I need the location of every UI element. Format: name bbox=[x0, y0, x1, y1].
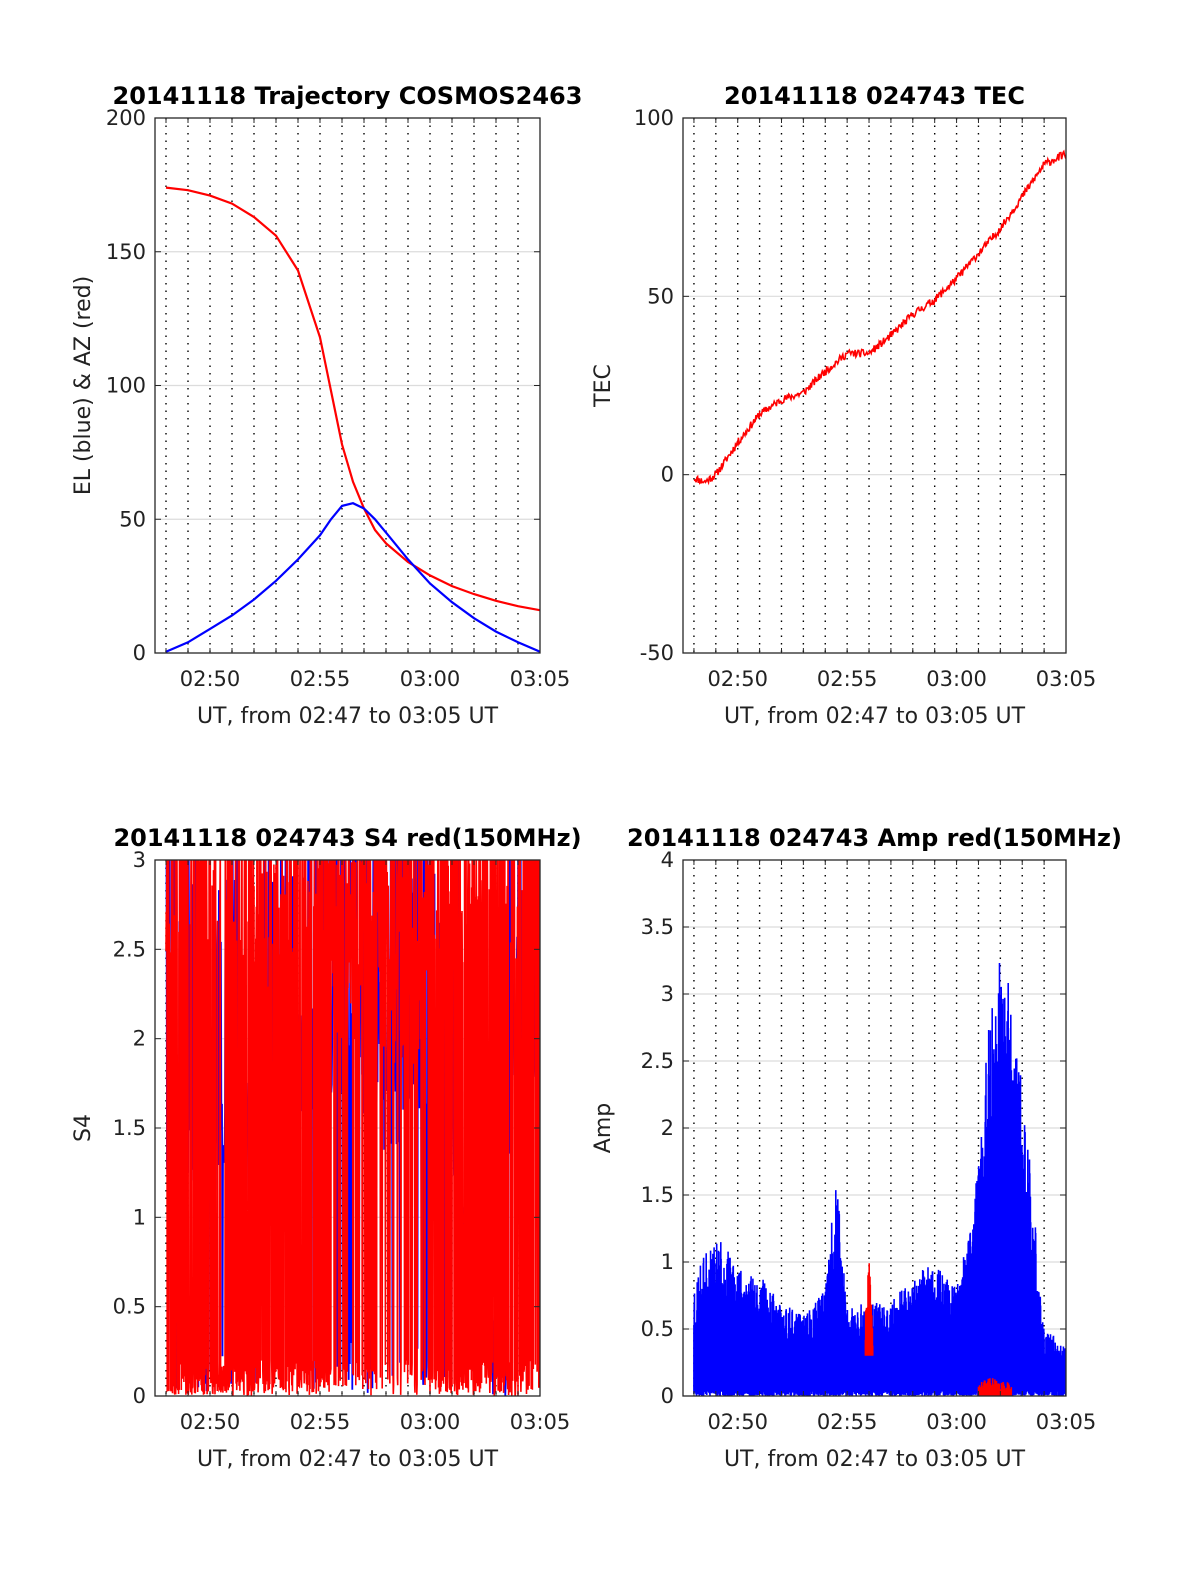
y-tick-label: 0 bbox=[661, 463, 674, 487]
y-tick-label: 0.5 bbox=[641, 1317, 674, 1341]
x-tick-label: 02:55 bbox=[290, 1410, 351, 1434]
chart-amp: 02:50 02:55 03:00 03:05 0 0.5 1 1.5 2 2.5 3 3.5 4201… bbox=[591, 824, 1122, 1472]
x-tick-label: 02:50 bbox=[180, 1410, 241, 1434]
series-line-0 bbox=[165, 186, 540, 612]
chart-title: 20141118 024743 TEC bbox=[724, 82, 1025, 110]
y-tick-label: 150 bbox=[106, 240, 146, 264]
y-tick-label: 2 bbox=[661, 1116, 674, 1140]
x-axis-label: UT, from 02:47 to 03:05 UT bbox=[197, 704, 499, 729]
y-tick-label: 50 bbox=[647, 284, 674, 308]
y-tick-label: 100 bbox=[106, 374, 146, 398]
plot-area bbox=[165, 186, 540, 653]
x-tick-label: 02:55 bbox=[290, 667, 351, 691]
series-line-1 bbox=[165, 502, 540, 653]
x-tick-label: 02:50 bbox=[707, 1410, 768, 1434]
axes-frame bbox=[682, 117, 1067, 654]
y-tick-label: 1.5 bbox=[641, 1183, 674, 1207]
y-tick-label: 100 bbox=[634, 106, 674, 130]
plot-area bbox=[693, 149, 1066, 486]
series-trace-1 bbox=[165, 860, 540, 1396]
chart-title: 20141118 024743 Amp red(150MHz) bbox=[627, 824, 1122, 852]
y-tick-label: 200 bbox=[106, 106, 146, 130]
x-axis-label: UT, from 02:47 to 03:05 UT bbox=[724, 1447, 1026, 1472]
y-tick-label: 0 bbox=[661, 1384, 674, 1408]
x-tick-label: 03:00 bbox=[400, 667, 461, 691]
chart-s4: 02:50 02:55 03:00 03:05 0 0.5 1 1.5 2 2.5 32014111… bbox=[71, 824, 582, 1472]
chart-title: 20141118 024743 S4 red(150MHz) bbox=[113, 824, 581, 852]
y-tick-label: 1 bbox=[133, 1205, 146, 1229]
x-axis-label: UT, from 02:47 to 03:05 UT bbox=[724, 704, 1026, 729]
y-tick-label: 1 bbox=[661, 1250, 674, 1274]
y-axis-label: EL (blue) & AZ (red) bbox=[71, 276, 96, 495]
chart-tec: 02:50 02:55 03:00 03:05 -50 0 50 100 20141118 02… bbox=[591, 82, 1096, 729]
y-tick-label: 2.5 bbox=[113, 937, 146, 961]
y-tick-label: 0 bbox=[133, 1384, 146, 1408]
chart-trajectory: 02:50 02:55 03:00 03:05 0 50 100 150 20020141118… bbox=[71, 82, 582, 729]
y-tick-label: 4 bbox=[661, 848, 674, 872]
x-tick-label: 03:05 bbox=[1036, 1410, 1097, 1434]
x-axis-label: UT, from 02:47 to 03:05 UT bbox=[197, 1447, 499, 1472]
x-tick-label: 02:55 bbox=[817, 1410, 878, 1434]
y-tick-label: 0 bbox=[133, 641, 146, 665]
y-axis-label: S4 bbox=[71, 1114, 96, 1142]
y-tick-label: 3.5 bbox=[641, 915, 674, 939]
x-tick-label: 03:00 bbox=[926, 1410, 987, 1434]
y-tick-label: 50 bbox=[119, 507, 146, 531]
x-tick-label: 03:05 bbox=[510, 1410, 571, 1434]
y-tick-label: 1.5 bbox=[113, 1116, 146, 1140]
series-trace-0 bbox=[693, 963, 1066, 1396]
x-tick-label: 03:05 bbox=[1036, 667, 1097, 691]
y-axis-label: Amp bbox=[591, 1103, 616, 1153]
y-tick-label: 3 bbox=[661, 982, 674, 1006]
y-tick-label: 0.5 bbox=[113, 1295, 146, 1319]
x-tick-label: 02:55 bbox=[817, 667, 878, 691]
x-tick-label: 03:00 bbox=[400, 1410, 461, 1434]
chart-title: 20141118 Trajectory COSMOS2463 bbox=[113, 82, 583, 110]
plot-area bbox=[693, 963, 1066, 1396]
y-tick-label: 2.5 bbox=[641, 1049, 674, 1073]
series-trace-1 bbox=[864, 1263, 1013, 1396]
y-axis-label: TEC bbox=[591, 364, 616, 408]
y-tick-label: -50 bbox=[640, 641, 674, 665]
x-tick-label: 02:50 bbox=[707, 667, 768, 691]
x-tick-label: 02:50 bbox=[180, 667, 241, 691]
series-line-0 bbox=[693, 149, 1066, 486]
x-tick-label: 03:00 bbox=[926, 667, 987, 691]
plot-area bbox=[165, 860, 540, 1396]
x-tick-label: 03:05 bbox=[510, 667, 571, 691]
y-tick-label: 2 bbox=[133, 1027, 146, 1051]
y-tick-label: 3 bbox=[133, 848, 146, 872]
